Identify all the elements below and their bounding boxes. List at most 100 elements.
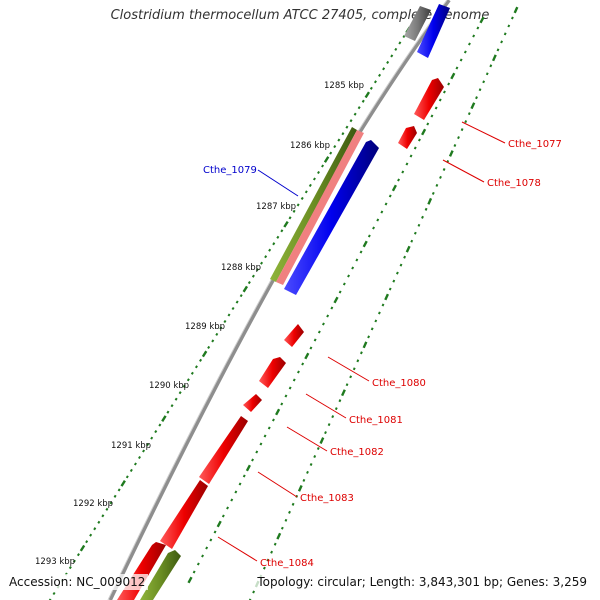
minor-tick bbox=[190, 371, 194, 375]
major-tick bbox=[427, 197, 433, 205]
kbp-tick-labels: 1285 kbp 1286 kbp 1287 kbp 1288 kbp 1289… bbox=[35, 81, 364, 567]
minor-tick bbox=[284, 518, 288, 522]
gene-cthe-1082[interactable] bbox=[243, 394, 262, 412]
major-tick bbox=[479, 16, 485, 24]
minor-tick bbox=[476, 26, 480, 30]
minor-tick bbox=[194, 365, 198, 369]
minor-tick bbox=[186, 378, 190, 382]
minor-tick bbox=[292, 209, 296, 213]
kbp-tick-label: 1293 kbp bbox=[35, 557, 75, 567]
minor-tick bbox=[238, 482, 242, 486]
major-tick bbox=[297, 485, 303, 492]
minor-tick bbox=[296, 203, 300, 207]
kbp-tick-label: 1290 kbp bbox=[149, 381, 189, 391]
gene-label-cthe-1080[interactable]: Cthe_1080 bbox=[372, 378, 426, 389]
minor-tick bbox=[242, 474, 246, 478]
gene-label-cthe-1078[interactable]: Cthe_1078 bbox=[487, 178, 541, 189]
major-tick bbox=[79, 544, 86, 552]
minor-tick bbox=[355, 258, 359, 262]
minor-tick bbox=[291, 502, 295, 506]
minor-tick bbox=[316, 446, 320, 451]
minor-tick bbox=[374, 319, 378, 323]
gene-cthe-1080[interactable] bbox=[284, 324, 304, 347]
minor-tick bbox=[394, 47, 398, 51]
gene-label-cthe-1083[interactable]: Cthe_1083 bbox=[300, 493, 354, 504]
minor-tick bbox=[324, 431, 327, 435]
minor-tick bbox=[399, 263, 403, 267]
minor-tick bbox=[207, 345, 211, 349]
minor-tick bbox=[395, 271, 399, 275]
minor-tick bbox=[345, 125, 349, 129]
minor-tick bbox=[351, 266, 355, 270]
minor-tick bbox=[338, 290, 342, 294]
minor-tick bbox=[500, 40, 504, 44]
minor-tick bbox=[297, 370, 300, 374]
gene-label-cthe-1077[interactable]: Cthe_1077 bbox=[508, 139, 562, 150]
minor-tick bbox=[138, 455, 141, 460]
minor-tick bbox=[174, 397, 178, 401]
minor-tick bbox=[270, 550, 274, 554]
gene-label-cthe-1081[interactable]: Cthe_1081 bbox=[349, 415, 403, 426]
minor-tick bbox=[266, 558, 270, 562]
major-tick bbox=[513, 6, 519, 14]
minor-tick bbox=[276, 235, 280, 239]
gene-cthe-1084[interactable] bbox=[160, 480, 208, 549]
minor-tick bbox=[381, 303, 385, 307]
minor-tick bbox=[89, 533, 93, 537]
gene-cthe-1077[interactable] bbox=[414, 78, 444, 120]
minor-tick bbox=[101, 514, 105, 518]
gene-cthe-1079[interactable] bbox=[284, 140, 379, 295]
minor-tick bbox=[386, 60, 390, 64]
minor-tick bbox=[231, 306, 235, 311]
genome-summary: Topology: circular; Length: 3,843,301 bp… bbox=[254, 574, 590, 590]
gene-cthe-1083[interactable] bbox=[199, 416, 248, 484]
minor-tick bbox=[309, 346, 313, 350]
minor-tick bbox=[219, 326, 223, 330]
minor-tick bbox=[337, 138, 341, 142]
kbp-tick-label: 1287 kbp bbox=[256, 202, 296, 212]
major-tick bbox=[319, 437, 325, 444]
minor-tick bbox=[209, 538, 213, 542]
minor-tick bbox=[142, 449, 146, 453]
genome-backbone-highlight bbox=[107, 0, 448, 600]
minor-tick bbox=[321, 164, 325, 168]
minor-tick bbox=[453, 143, 457, 148]
gene-cthe-1081[interactable] bbox=[259, 357, 286, 388]
minor-tick bbox=[196, 562, 200, 566]
minor-tick bbox=[390, 54, 394, 58]
minor-tick bbox=[273, 542, 277, 546]
kbp-tick-label: 1289 kbp bbox=[185, 322, 225, 332]
minor-tick bbox=[489, 64, 493, 68]
minor-tick bbox=[288, 386, 292, 390]
kbp-tick-label: 1292 kbp bbox=[73, 499, 113, 509]
minor-tick bbox=[248, 598, 252, 600]
minor-tick bbox=[192, 570, 196, 574]
minor-tick bbox=[205, 546, 209, 550]
minor-tick bbox=[377, 311, 381, 315]
minor-tick bbox=[263, 434, 267, 438]
minor-tick bbox=[361, 99, 365, 103]
minor-tick bbox=[255, 268, 259, 272]
minor-tick bbox=[367, 234, 371, 238]
gene-label-cthe-1084[interactable]: Cthe_1084 bbox=[260, 558, 314, 569]
major-tick bbox=[242, 285, 249, 293]
minor-tick bbox=[398, 41, 402, 45]
minor-tick bbox=[255, 450, 259, 454]
gene-label-cthe-1082[interactable]: Cthe_1082 bbox=[330, 447, 384, 458]
major-tick bbox=[304, 352, 310, 360]
minor-tick bbox=[272, 242, 276, 246]
minor-tick bbox=[284, 394, 288, 398]
minor-tick bbox=[109, 501, 113, 505]
highlight-feature bbox=[276, 130, 364, 285]
gene-label-cthe-1079[interactable]: Cthe_1079 bbox=[203, 165, 257, 176]
minor-tick bbox=[302, 478, 306, 482]
minor-tick bbox=[410, 239, 414, 243]
minor-tick bbox=[331, 415, 335, 419]
minor-tick bbox=[435, 183, 439, 187]
minor-tick bbox=[438, 98, 442, 102]
minor-tick bbox=[467, 112, 471, 116]
kbp-tick-label: 1285 kbp bbox=[324, 81, 364, 91]
minor-tick bbox=[353, 112, 357, 116]
gene-cthe-1078[interactable] bbox=[398, 126, 417, 149]
